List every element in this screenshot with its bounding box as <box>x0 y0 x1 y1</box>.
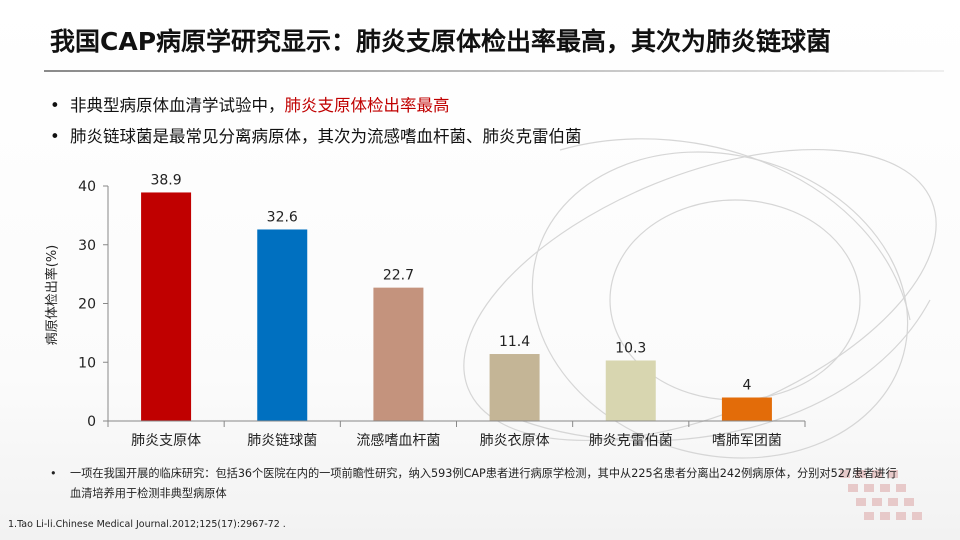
bar-value-label: 4 <box>742 378 751 394</box>
title-divider <box>44 70 944 72</box>
study-note-text: 一项在我国开展的临床研究：包括36个医院在内的一项前瞻性研究，纳入593例CAP… <box>50 464 900 504</box>
bar <box>721 397 772 421</box>
bar-value-label: 11.4 <box>499 334 530 350</box>
bar <box>489 354 540 421</box>
x-category-label: 嗜肺军团菌 <box>712 433 782 449</box>
bar <box>605 360 656 421</box>
x-category-label: 肺炎衣原体 <box>480 433 550 449</box>
x-category-label: 肺炎克雷伯菌 <box>589 433 673 449</box>
x-category-label: 流感嗜血杆菌 <box>356 432 440 449</box>
study-note: 一项在我国开展的临床研究：包括36个医院在内的一项前瞻性研究，纳入593例CAP… <box>50 464 900 504</box>
y-tick-label: 30 <box>78 238 96 254</box>
x-category-label: 肺炎支原体 <box>131 433 201 449</box>
y-tick-label: 10 <box>78 355 96 371</box>
page-title: 我国CAP病原学研究显示：肺炎支原体检出率最高，其次为肺炎链球菌 <box>50 27 832 56</box>
y-tick-label: 40 <box>78 179 96 195</box>
bullet-text: 肺炎链球菌是最常见分离病原体，其次为流感嗜血杆菌、肺炎克雷伯菌 <box>70 127 582 146</box>
bar <box>257 229 308 421</box>
bullet-item: 肺炎链球菌是最常见分离病原体，其次为流感嗜血杆菌、肺炎克雷伯菌 <box>50 121 582 152</box>
y-tick-label: 0 <box>87 414 96 430</box>
y-tick-label: 20 <box>78 297 96 313</box>
bar-value-label: 22.7 <box>383 268 414 284</box>
bullet-item: 非典型病原体血清学试验中，肺炎支原体检出率最高 <box>50 90 582 121</box>
x-category-label: 肺炎链球菌 <box>247 433 317 449</box>
reference: 1.Tao Li-li.Chinese Medical Journal.2012… <box>8 519 286 530</box>
bullet-list: 非典型病原体血清学试验中，肺炎支原体检出率最高 肺炎链球菌是最常见分离病原体，其… <box>50 90 582 152</box>
bar-value-label: 10.3 <box>615 340 646 356</box>
bar-value-label: 38.9 <box>150 172 181 188</box>
bar <box>373 287 424 421</box>
bullet-highlight: 肺炎支原体检出率最高 <box>284 96 450 115</box>
bar <box>141 192 192 421</box>
bar-value-label: 32.6 <box>267 209 298 225</box>
y-axis-label: 病原体检出率(%) <box>44 245 60 346</box>
bullet-text: 非典型病原体血清学试验中， <box>70 96 285 115</box>
bar-chart: 0 10 20 30 40 38.9 32.6 22.7 11.4 10.3 4 肺炎支原体 肺炎链… <box>44 172 806 449</box>
